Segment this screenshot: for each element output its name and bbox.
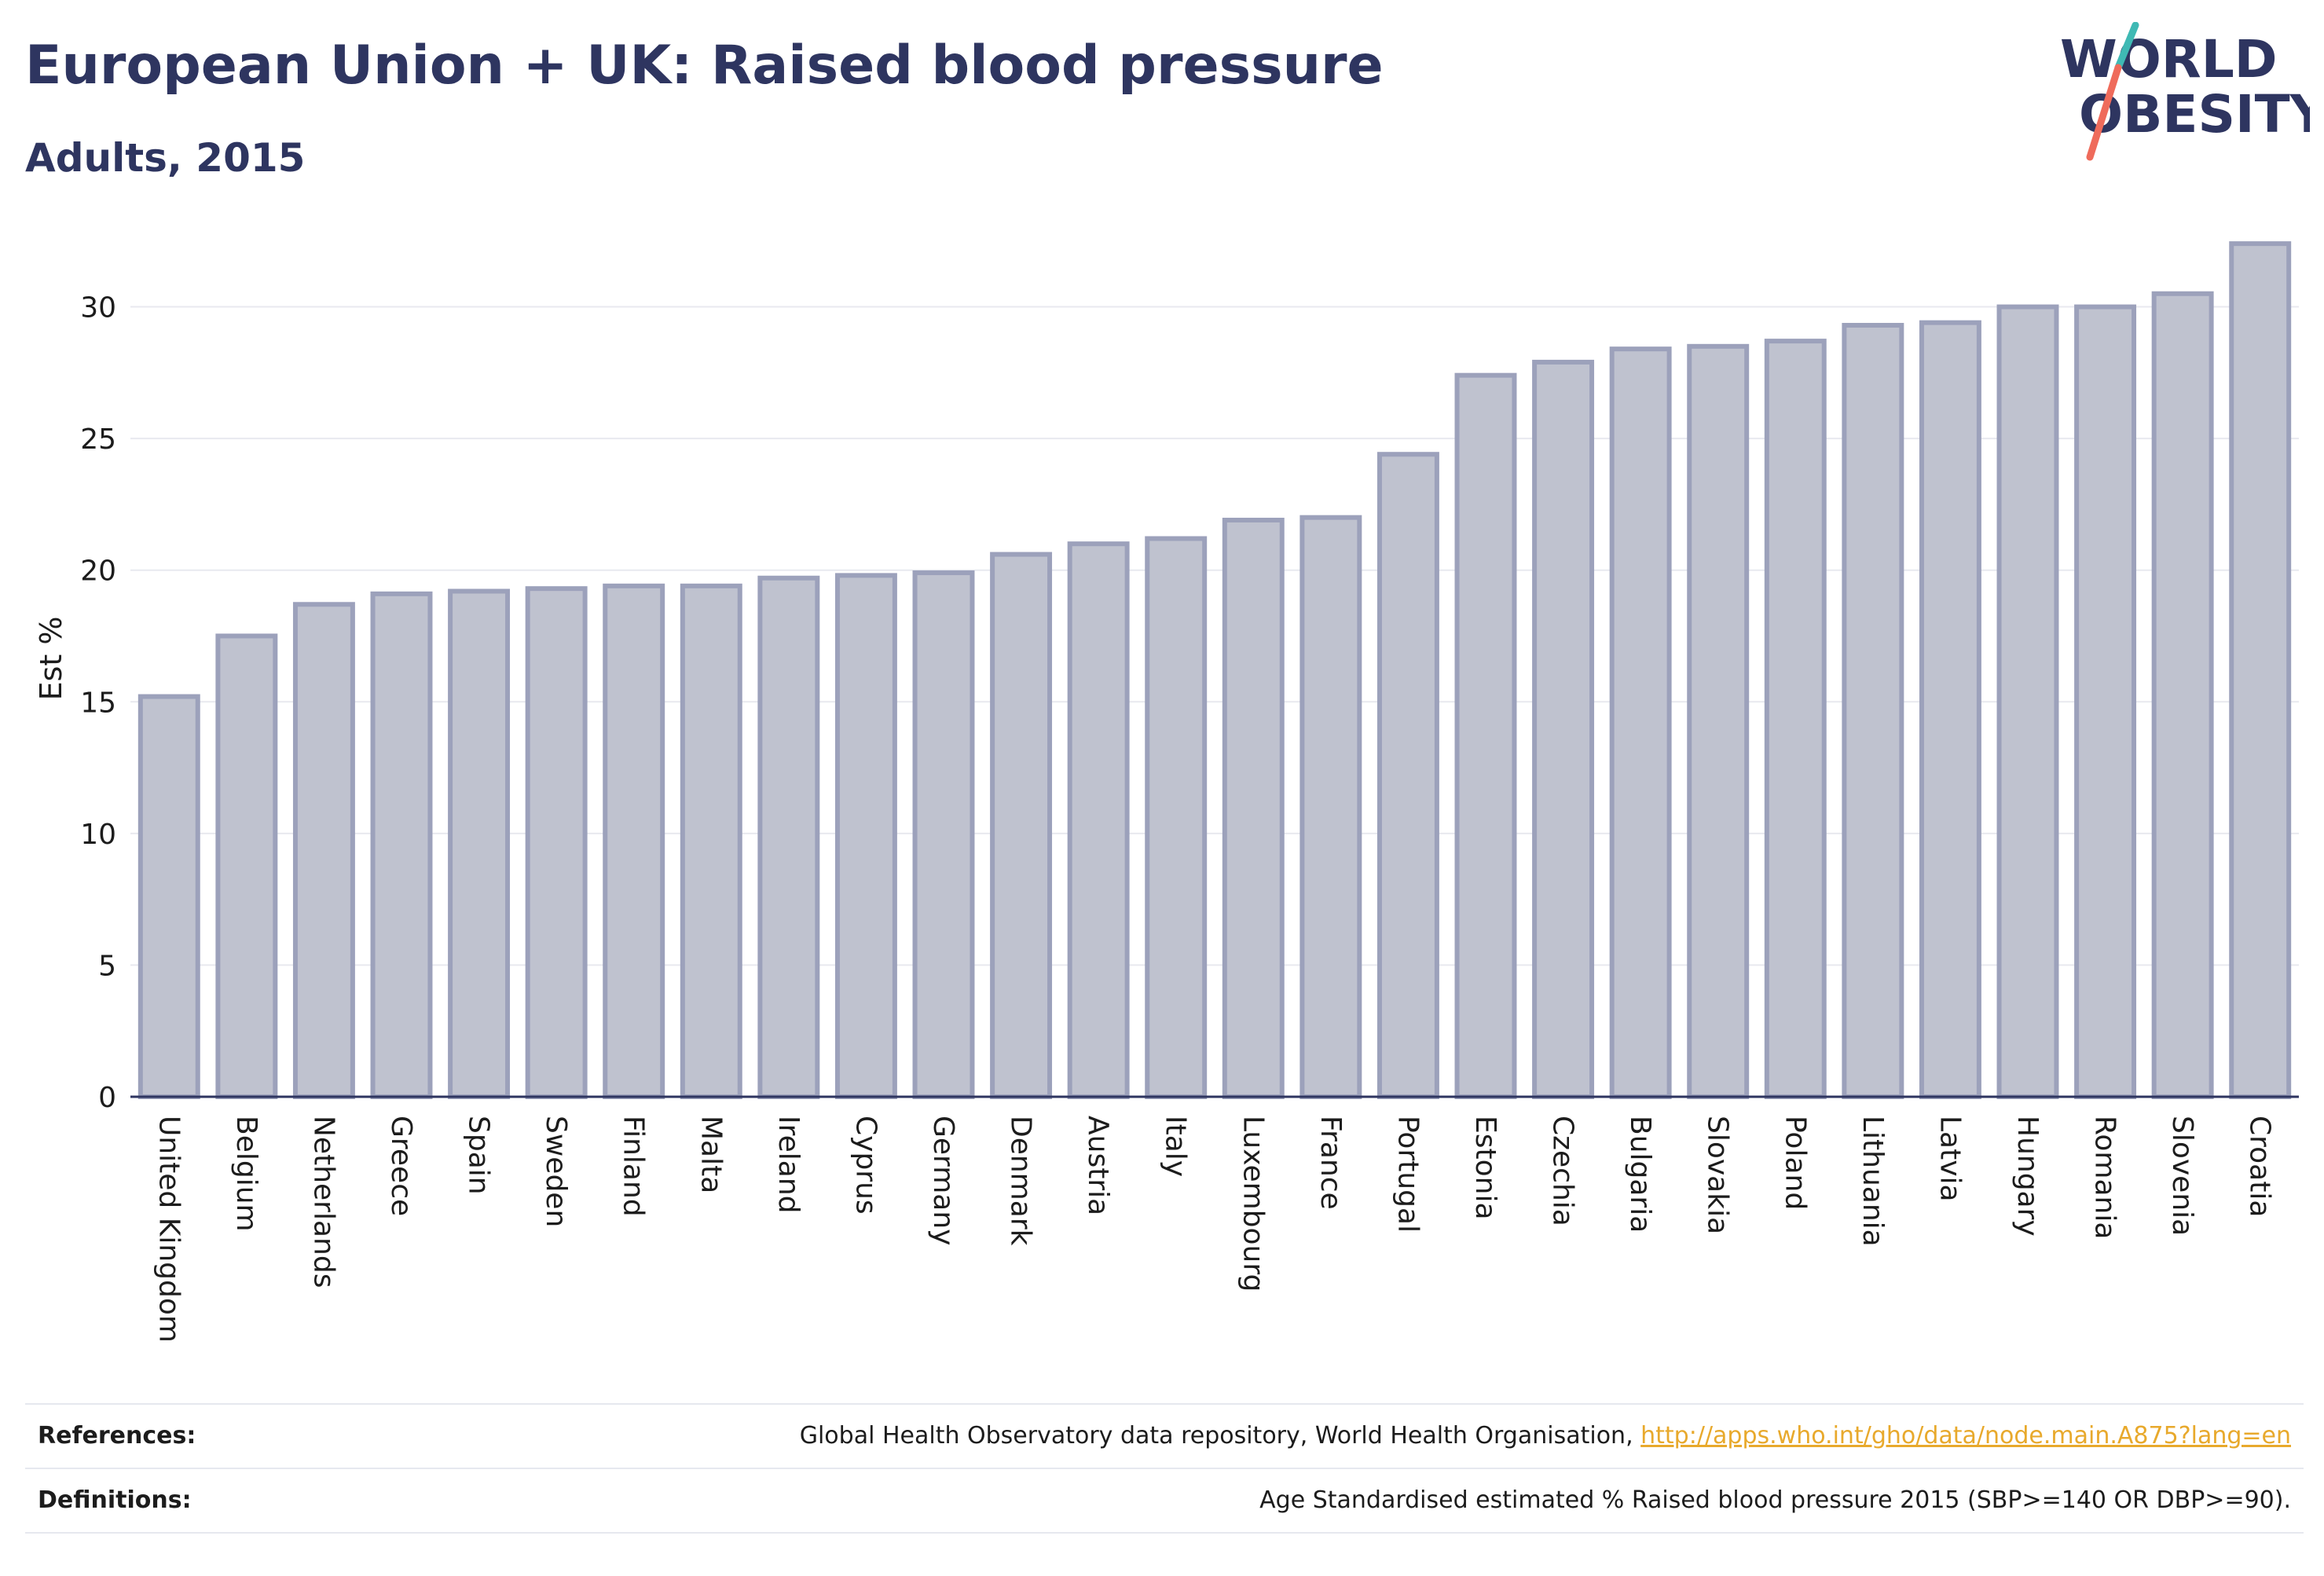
x-tick-label: Czechia — [1547, 1116, 1579, 1226]
bar — [1454, 372, 1517, 1099]
x-tick-label: Slovakia — [1702, 1116, 1734, 1234]
bar — [1842, 323, 1904, 1100]
bar — [1376, 452, 1439, 1099]
bar — [990, 552, 1053, 1099]
bar — [757, 575, 820, 1099]
bar — [137, 694, 200, 1099]
x-tick-label: Poland — [1779, 1116, 1811, 1210]
bars — [137, 241, 2292, 1100]
bar — [1532, 359, 1595, 1100]
x-tick-labels: United Kingdom Belgium Netherlands Greece Sp… — [152, 1116, 2275, 1343]
x-tick-label: Ireland — [772, 1116, 805, 1214]
x-tick-label: France — [1314, 1116, 1347, 1210]
bar — [215, 633, 278, 1099]
chart-title: European Union + UK: Raised blood pressu… — [25, 35, 1384, 97]
bar — [370, 591, 433, 1099]
bar — [292, 602, 355, 1099]
bar — [1299, 515, 1362, 1099]
logo-slash-top — [2114, 22, 2139, 71]
x-tick-label: Lithuania — [1857, 1116, 1889, 1247]
x-tick-label: Romania — [2089, 1116, 2121, 1239]
x-tick-label: Netherlands — [307, 1116, 339, 1288]
logo-line1: WORLD — [2060, 29, 2278, 90]
y-tick-label: 0 — [98, 1082, 116, 1114]
references-text: Global Health Observatory data repositor… — [799, 1422, 1641, 1450]
bar — [1919, 320, 1981, 1099]
references-label: References: — [38, 1422, 196, 1450]
definitions-row: Definitions: Age Standardised estimated … — [25, 1468, 2304, 1534]
references-row: References: Global Health Observatory da… — [25, 1403, 2304, 1469]
x-tick-label: Cyprus — [849, 1116, 882, 1215]
x-tick-label: Belgium — [230, 1116, 262, 1232]
x-tick-label: Latvia — [1934, 1116, 1966, 1202]
x-tick-label: Portugal — [1391, 1116, 1424, 1233]
y-tick-labels: 0 5 10 15 20 25 30 — [80, 292, 116, 1114]
bar — [1996, 304, 2059, 1099]
y-tick-label: 25 — [80, 423, 116, 456]
x-tick-label: Spain — [463, 1116, 495, 1195]
x-tick-label: Bulgaria — [1624, 1116, 1656, 1233]
y-tick-label: 15 — [80, 687, 116, 719]
bar — [1764, 339, 1827, 1099]
y-tick-label: 30 — [80, 292, 116, 324]
x-tick-label: Germany — [927, 1116, 959, 1245]
x-tick-label: Finland — [618, 1116, 650, 1217]
bar — [1222, 518, 1285, 1099]
y-tick-label: 5 — [98, 950, 116, 982]
x-tick-label: Denmark — [1005, 1116, 1037, 1246]
bar — [912, 570, 975, 1099]
x-tick-label: Croatia — [2244, 1116, 2276, 1217]
bar — [525, 586, 588, 1099]
x-tick-label: Estonia — [1469, 1116, 1501, 1220]
x-tick-label: Italy — [1160, 1116, 1192, 1177]
chart-subtitle: Adults, 2015 — [25, 135, 306, 181]
definitions-text: Age Standardised estimated % Raised bloo… — [1259, 1486, 2291, 1514]
x-tick-label: Slovenia — [2166, 1116, 2198, 1236]
world-obesity-logo: WORLD OBESITY — [2060, 22, 2310, 161]
x-tick-label: Malta — [695, 1116, 727, 1193]
y-tick-label: 20 — [80, 555, 116, 588]
y-axis-label: Est % — [34, 617, 68, 701]
bar — [603, 583, 665, 1099]
bar — [1145, 536, 1208, 1099]
bar — [1067, 541, 1130, 1099]
references-value: Global Health Observatory data repositor… — [800, 1422, 2291, 1450]
references-bottom-border — [25, 1532, 2304, 1534]
logo-line2: OBESITY — [2079, 84, 2310, 145]
references-link[interactable]: http://apps.who.int/gho/data/node.main.A… — [1640, 1422, 2291, 1450]
bar — [834, 573, 897, 1099]
x-tick-label: Hungary — [2011, 1116, 2044, 1237]
bar — [448, 588, 511, 1099]
x-tick-label: United Kingdom — [152, 1116, 185, 1343]
x-tick-label: Austria — [1082, 1116, 1114, 1215]
bar — [2074, 304, 2137, 1099]
bar — [1687, 343, 1750, 1099]
definitions-label: Definitions: — [38, 1486, 192, 1514]
bar — [2151, 291, 2214, 1099]
x-tick-label: Sweden — [540, 1116, 572, 1227]
logo-slash-bottom — [2086, 64, 2122, 161]
bar — [680, 583, 742, 1099]
x-tick-label: Luxembourg — [1237, 1116, 1269, 1292]
bar-chart: 0 5 10 15 20 25 30 United Kingdom Belgium Nether… — [34, 241, 2299, 1343]
y-tick-label: 10 — [80, 819, 116, 851]
bar — [1609, 346, 1672, 1100]
bar — [2229, 241, 2292, 1099]
x-tick-label: Greece — [385, 1116, 417, 1216]
